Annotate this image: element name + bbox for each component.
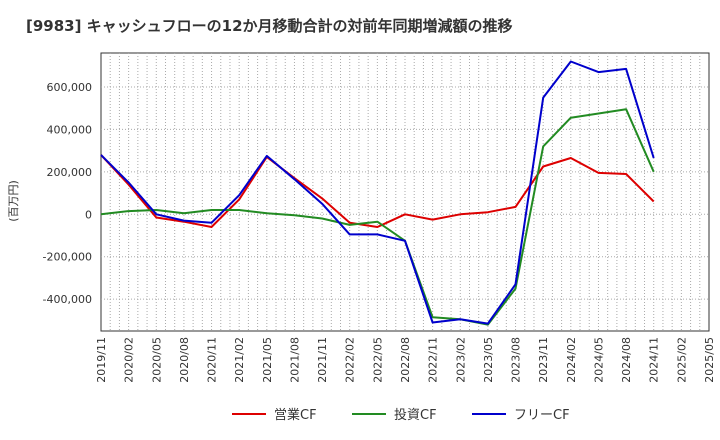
legend: 営業CF 投資CF フリーCF [232, 407, 570, 423]
x-tick-label: 2022/11 [427, 337, 440, 383]
cf-line-chart: [9983] キャッシュフローの12か月移動合計の対前年同期増減額の推移 -40… [0, 0, 720, 440]
x-tick-label: 2025/02 [675, 337, 688, 383]
legend-label: 営業CF [274, 407, 317, 423]
y-tick-label: 200,000 [47, 166, 93, 179]
x-tick-label: 2024/11 [648, 337, 661, 383]
x-tick-label: 2022/02 [344, 337, 357, 383]
x-tick-label: 2023/02 [454, 337, 467, 383]
series-line [101, 155, 654, 227]
x-tick-label: 2024/05 [592, 337, 605, 383]
y-tick-label: 600,000 [47, 81, 93, 94]
x-tick-label: 2021/08 [288, 337, 301, 383]
legend-label: フリーCF [514, 408, 570, 423]
x-tick-label: 2020/05 [150, 337, 163, 383]
x-tick-label: 2022/05 [371, 337, 384, 383]
x-tick-label: 2022/08 [399, 337, 412, 383]
y-tick-label: 400,000 [47, 123, 93, 136]
chart-title: [9983] キャッシュフローの12か月移動合計の対前年同期増減額の推移 [26, 17, 513, 35]
x-tick-label: 2019/11 [95, 337, 108, 383]
x-tick-label: 2021/05 [261, 337, 274, 383]
series-line [101, 109, 654, 324]
y-tick-label: 0 [85, 208, 92, 221]
x-tick-label: 2023/11 [537, 337, 550, 383]
x-tick-label: 2020/02 [123, 337, 136, 383]
x-tick-label: 2021/02 [233, 337, 246, 383]
y-tick-label: -400,000 [43, 293, 92, 306]
x-tick-label: 2023/05 [482, 337, 495, 383]
y-tick-label: -200,000 [43, 251, 92, 264]
series-lines [101, 62, 654, 325]
x-tick-label: 2021/11 [316, 337, 329, 383]
x-tick-label: 2024/02 [565, 337, 578, 383]
grid [101, 53, 709, 331]
legend-label: 投資CF [394, 407, 437, 423]
y-axis-label: (百万円) [7, 180, 20, 222]
y-axis-ticks: -400,000 -200,000 0 200,000 400,000 600,000 [43, 81, 92, 306]
x-tick-label: 2023/08 [510, 337, 523, 383]
x-tick-label: 2020/08 [178, 337, 191, 383]
x-tick-label: 2025/05 [703, 337, 716, 383]
x-tick-label: 2024/08 [620, 337, 633, 383]
x-tick-label: 2020/11 [206, 337, 219, 383]
x-axis-ticks: 2019/11 2020/02 2020/05 2020/08 2020/11 2021/… [95, 337, 716, 383]
